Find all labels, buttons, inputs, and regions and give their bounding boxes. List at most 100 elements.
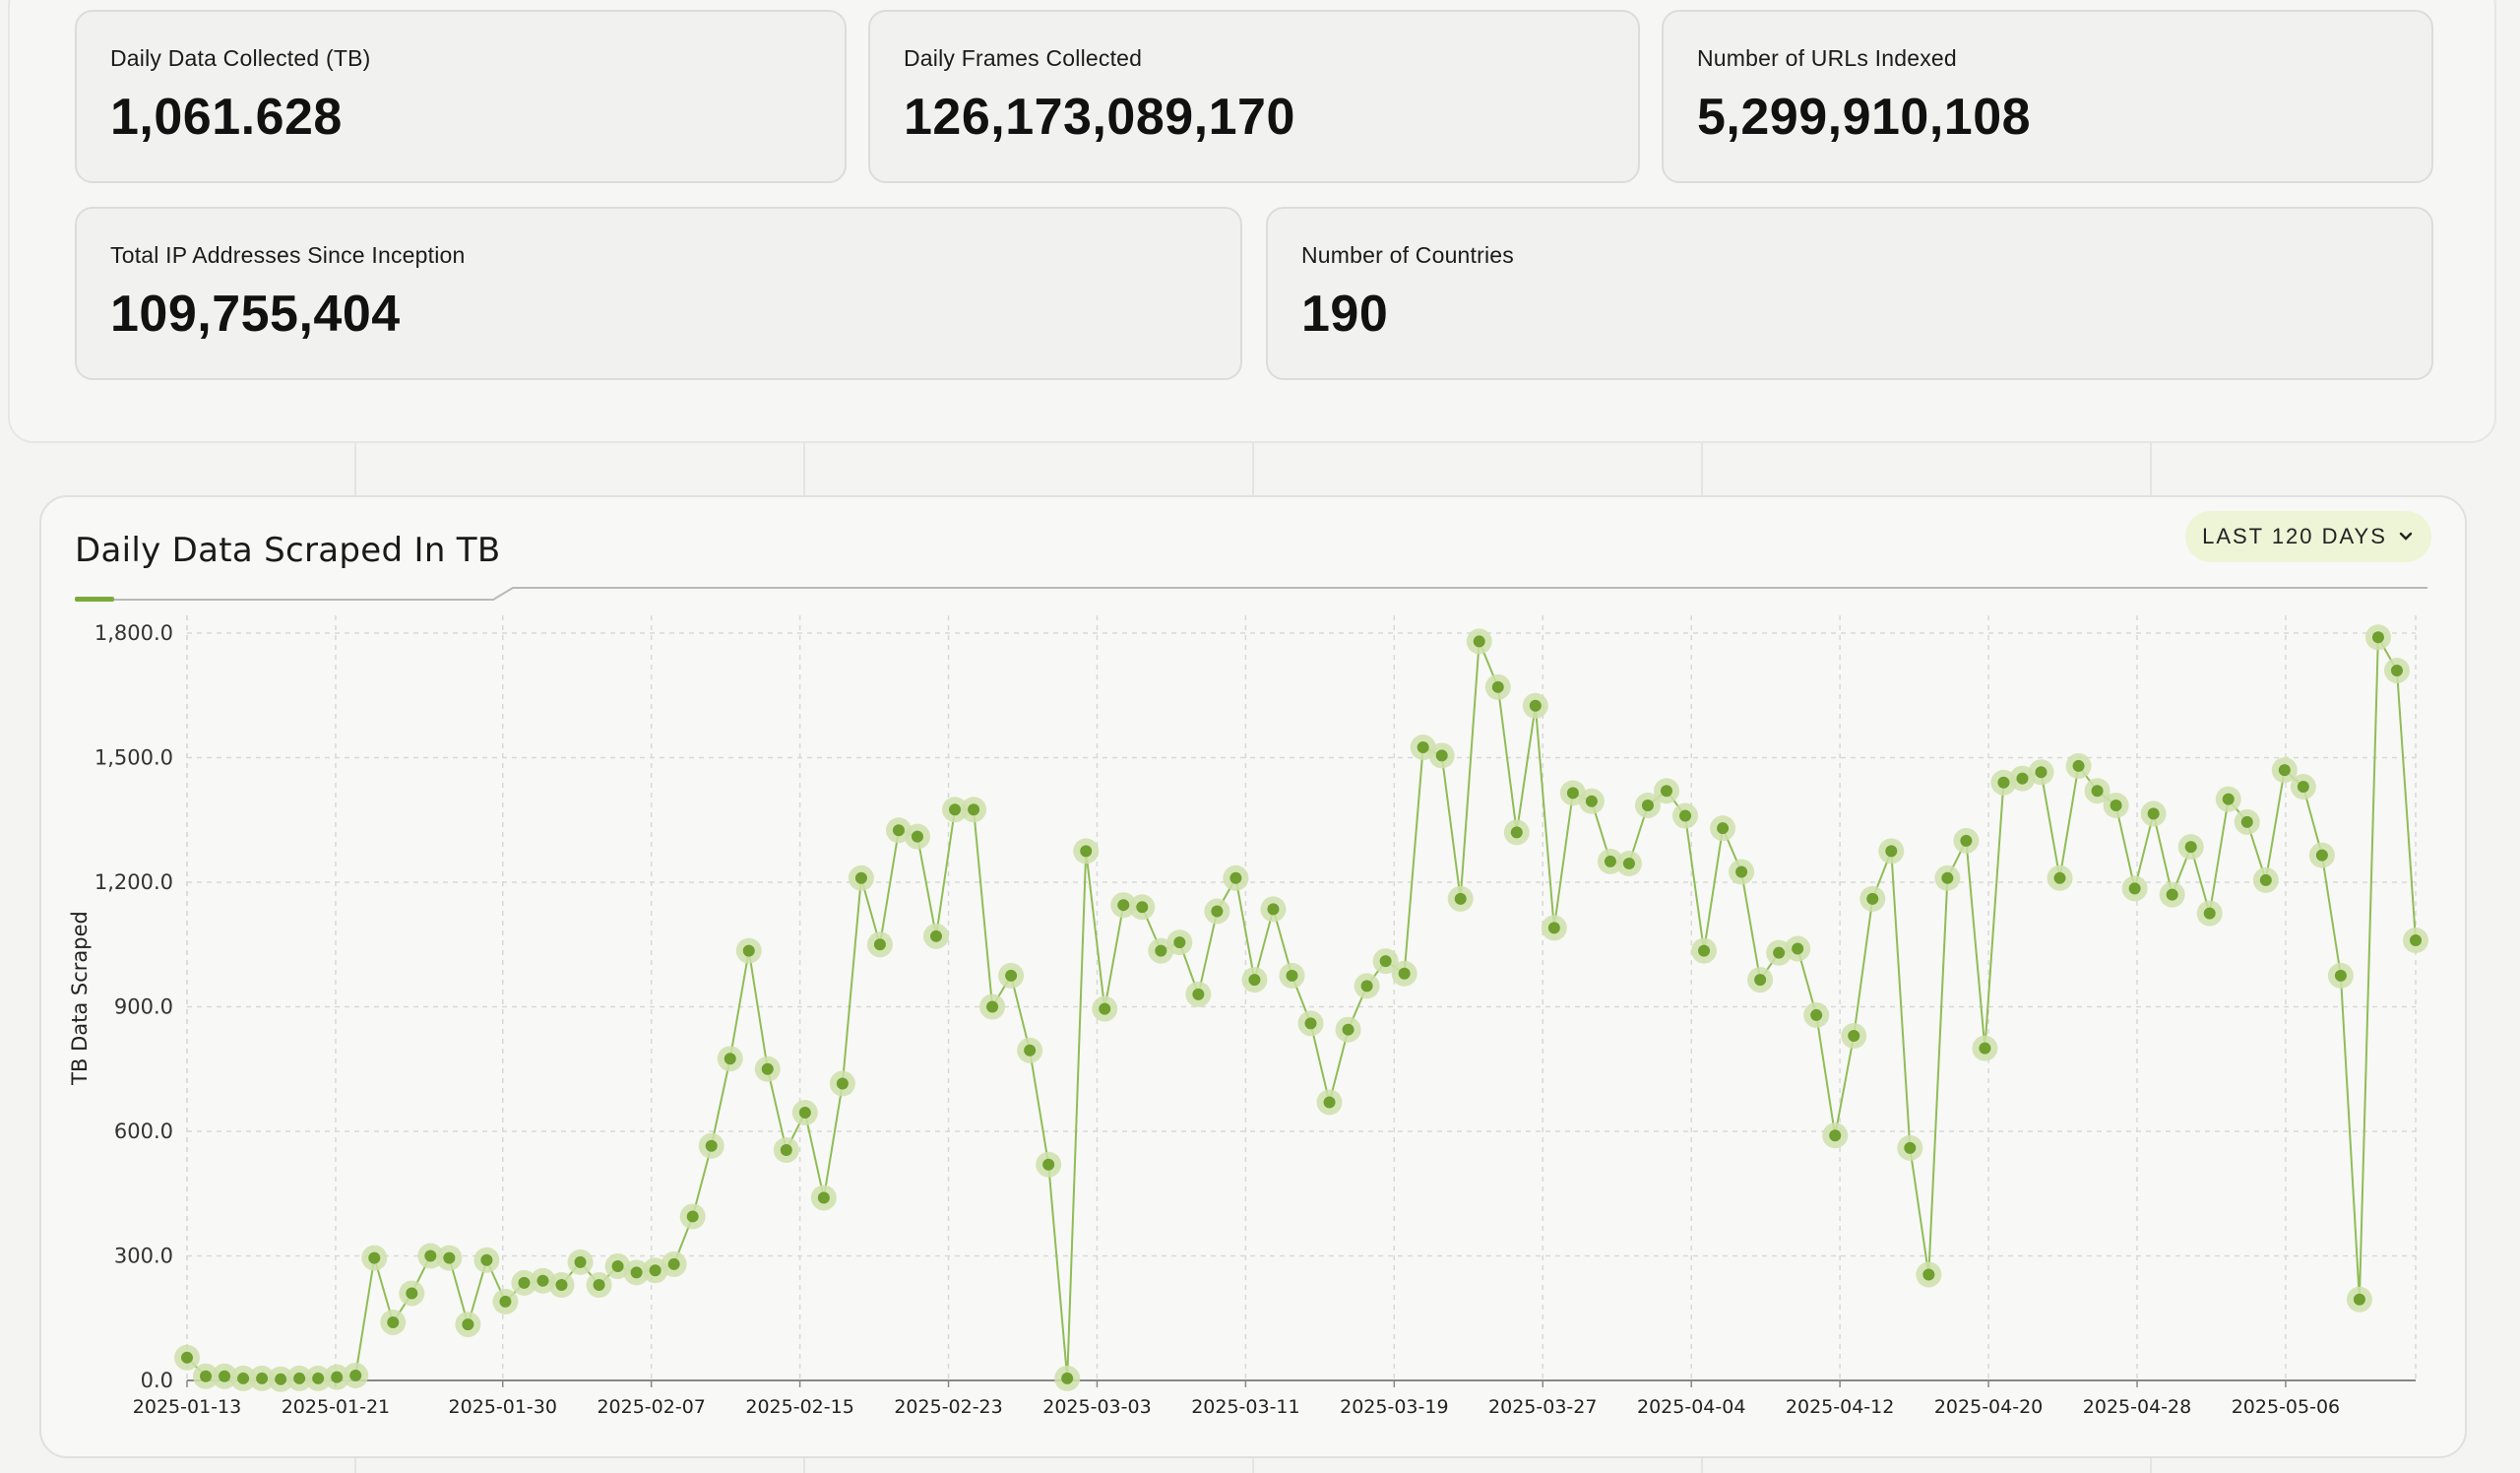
data-point xyxy=(1354,973,1380,999)
x-tick-label: 2025-02-15 xyxy=(745,1396,853,1418)
x-tick-label: 2025-03-03 xyxy=(1042,1396,1151,1418)
stat-card-daily-data: Daily Data Collected (TB) 1,061.628 xyxy=(75,10,847,183)
data-point-dot xyxy=(2072,759,2085,772)
data-point xyxy=(2383,657,2410,683)
data-point xyxy=(1503,819,1530,846)
data-point-dot xyxy=(2035,766,2048,779)
data-point-dot xyxy=(1885,845,1898,858)
y-tick-label: 1,500.0 xyxy=(94,746,173,770)
data-point-dot xyxy=(1547,922,1560,934)
data-point-dot xyxy=(593,1279,605,1292)
data-point xyxy=(380,1309,407,1335)
data-point-dot xyxy=(1491,680,1504,693)
data-point-dot xyxy=(1417,740,1429,753)
data-point xyxy=(791,1100,818,1126)
data-point-dot xyxy=(686,1210,699,1223)
data-point xyxy=(1110,892,1137,919)
data-point xyxy=(2140,801,2167,827)
data-point-dot xyxy=(2203,907,2216,920)
data-point xyxy=(1522,692,1548,719)
date-range-label: LAST 120 DAYS xyxy=(2202,524,2387,548)
stat-label: Number of URLs Indexed xyxy=(1697,45,1957,71)
data-point xyxy=(1672,802,1699,829)
data-point-dot xyxy=(555,1279,568,1292)
x-tick-label: 2025-02-07 xyxy=(597,1396,705,1418)
data-point xyxy=(361,1245,388,1271)
data-point xyxy=(567,1249,594,1275)
y-tick-label: 1,200.0 xyxy=(94,870,173,894)
x-tick-label: 2025-05-06 xyxy=(2232,1396,2340,1418)
data-point-dot xyxy=(1922,1268,1935,1281)
data-point-dot xyxy=(1061,1372,1074,1384)
data-point-dot xyxy=(1604,855,1616,867)
data-point-dot xyxy=(2053,871,2066,884)
data-point xyxy=(1578,788,1605,814)
data-point xyxy=(904,823,930,850)
data-point-dot xyxy=(1398,967,1411,980)
data-point xyxy=(1466,628,1492,655)
data-point xyxy=(1710,815,1736,842)
data-point xyxy=(1073,838,1100,865)
data-point xyxy=(1916,1261,1942,1288)
data-point-dot xyxy=(237,1372,250,1384)
data-point-dot xyxy=(1735,865,1748,878)
data-point-dot xyxy=(1379,955,1392,968)
stat-card-ip-addresses: Total IP Addresses Since Inception 109,7… xyxy=(75,207,1242,380)
data-point-dot xyxy=(854,871,867,884)
data-point-dot xyxy=(1960,834,1973,847)
data-point-dot xyxy=(349,1369,362,1381)
data-point xyxy=(848,865,874,891)
data-point xyxy=(2290,774,2316,801)
data-point xyxy=(2403,928,2428,954)
data-point-dot xyxy=(1342,1023,1354,1036)
data-point-dot xyxy=(387,1315,400,1328)
data-point-dot xyxy=(986,1000,999,1013)
data-points xyxy=(174,624,2428,1392)
data-point-dot xyxy=(1622,858,1635,870)
data-point-dot xyxy=(1660,785,1672,798)
data-point xyxy=(2346,1286,2372,1313)
data-point xyxy=(717,1046,743,1072)
x-tick-label: 2025-01-21 xyxy=(282,1396,390,1418)
data-point xyxy=(212,1363,238,1389)
data-point-dot xyxy=(1829,1129,1842,1142)
data-point xyxy=(1897,1134,1923,1161)
data-point xyxy=(1036,1151,1062,1178)
data-point xyxy=(1204,898,1230,925)
data-point-dot xyxy=(1473,635,1485,648)
data-point-dot xyxy=(1304,1017,1317,1030)
data-point xyxy=(586,1272,612,1299)
date-range-dropdown[interactable]: LAST 120 DAYS xyxy=(2185,511,2431,562)
data-point xyxy=(305,1365,332,1391)
data-point xyxy=(2364,624,2391,651)
data-point-dot xyxy=(1585,795,1598,807)
data-point-dot xyxy=(836,1077,849,1090)
data-point-dot xyxy=(667,1257,680,1270)
data-point xyxy=(455,1312,481,1338)
data-point-dot xyxy=(1267,903,1280,916)
data-point xyxy=(249,1365,276,1391)
data-point xyxy=(1484,673,1511,700)
data-point-dot xyxy=(649,1264,662,1277)
data-point-dot xyxy=(2240,815,2253,828)
data-point xyxy=(174,1344,200,1371)
data-point-dot xyxy=(181,1351,193,1364)
x-tick-label: 2025-01-13 xyxy=(133,1396,241,1418)
y-tick-label: 900.0 xyxy=(114,995,173,1019)
y-tick-label: 300.0 xyxy=(114,1245,173,1268)
data-point xyxy=(1691,937,1718,964)
data-point-dot xyxy=(1698,944,1711,957)
data-point-dot xyxy=(724,1053,736,1065)
data-point xyxy=(1747,967,1774,993)
data-point-dot xyxy=(1848,1030,1860,1043)
data-point xyxy=(1372,948,1399,975)
data-point-dot xyxy=(1941,871,1954,884)
data-point xyxy=(1335,1016,1361,1043)
data-point-dot xyxy=(817,1191,830,1204)
data-point xyxy=(923,923,950,949)
data-point-dot xyxy=(761,1062,774,1075)
data-point-dot xyxy=(2110,799,2122,811)
data-point xyxy=(1297,1010,1324,1037)
data-point xyxy=(829,1070,855,1097)
